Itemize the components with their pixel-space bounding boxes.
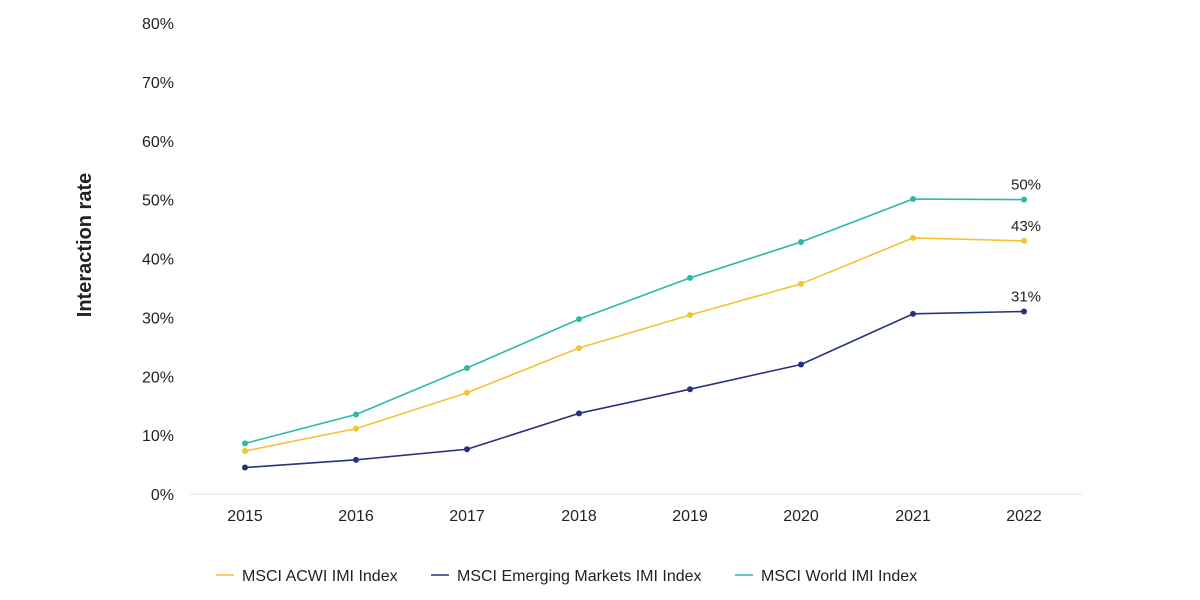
- data-point-msci-emerging-markets-imi-index-2019: [687, 386, 693, 393]
- data-point-msci-acwi-imi-index-2020: [798, 280, 804, 287]
- end-label-msci-world-imi-index: 50%: [1011, 177, 1041, 194]
- y-tick-label: 70%: [142, 75, 174, 92]
- legend-label: MSCI Emerging Markets IMI Index: [457, 568, 702, 585]
- legend-label: MSCI ACWI IMI Index: [242, 568, 398, 585]
- y-tick-label: 10%: [142, 428, 174, 445]
- data-point-msci-emerging-markets-imi-index-2022: [1021, 308, 1027, 315]
- data-point-msci-acwi-imi-index-2015: [242, 448, 248, 455]
- data-point-msci-emerging-markets-imi-index-2017: [464, 446, 470, 453]
- data-point-msci-world-imi-index-2015: [242, 440, 248, 447]
- x-tick-label: 2019: [672, 508, 708, 525]
- data-point-msci-world-imi-index-2017: [464, 365, 470, 372]
- data-point-msci-emerging-markets-imi-index-2020: [798, 361, 804, 368]
- data-point-msci-world-imi-index-2019: [687, 274, 693, 281]
- x-tick-label: 2017: [449, 508, 485, 525]
- x-tick-label: 2018: [561, 508, 597, 525]
- x-tick-label: 2021: [895, 508, 931, 525]
- data-point-msci-emerging-markets-imi-index-2015: [242, 464, 248, 471]
- data-point-msci-acwi-imi-index-2022: [1021, 237, 1027, 244]
- end-label-msci-acwi-imi-index: 43%: [1011, 218, 1041, 235]
- x-tick-label: 2022: [1006, 508, 1042, 525]
- data-point-msci-world-imi-index-2016: [353, 411, 359, 418]
- series-line-msci-world-imi-index: [244, 198, 1025, 445]
- data-point-msci-acwi-imi-index-2016: [353, 425, 359, 432]
- y-tick-label: 80%: [142, 16, 174, 33]
- series-line-msci-emerging-markets-imi-index: [244, 310, 1025, 469]
- data-point-msci-world-imi-index-2020: [798, 239, 804, 246]
- y-tick-label: 60%: [142, 134, 174, 151]
- y-tick-label: 0%: [151, 487, 174, 504]
- data-point-msci-emerging-markets-imi-index-2018: [576, 410, 582, 417]
- end-label-msci-emerging-markets-imi-index: 31%: [1011, 288, 1041, 305]
- data-point-msci-emerging-markets-imi-index-2021: [910, 310, 916, 317]
- y-tick-label: 20%: [142, 369, 174, 386]
- legend: MSCI ACWI IMI Index MSCI Emerging Markets…: [216, 568, 917, 585]
- legend-label: MSCI World IMI Index: [761, 568, 917, 585]
- data-point-msci-acwi-imi-index-2021: [910, 234, 916, 241]
- series-group: [242, 196, 1027, 471]
- y-tick-label: 40%: [142, 252, 174, 269]
- y-axis-ticks: 0% 10% 20% 30% 40% 50% 60% 70% 80%: [142, 16, 174, 504]
- x-axis-ticks: 2015 2016 2017 2018 2019 2020 2021 2022: [227, 508, 1042, 525]
- end-labels: 43% 31% 50%: [1011, 177, 1041, 306]
- y-axis-title: Interaction rate: [74, 173, 96, 317]
- data-point-msci-world-imi-index-2018: [576, 316, 582, 323]
- data-point-msci-acwi-imi-index-2019: [687, 312, 693, 319]
- x-tick-label: 2016: [338, 508, 374, 525]
- y-tick-label: 50%: [142, 193, 174, 210]
- y-tick-label: 30%: [142, 310, 174, 327]
- data-point-msci-world-imi-index-2021: [910, 196, 916, 203]
- data-point-msci-emerging-markets-imi-index-2016: [353, 456, 359, 463]
- x-tick-label: 2015: [227, 508, 263, 525]
- data-point-msci-acwi-imi-index-2017: [464, 389, 470, 396]
- data-point-msci-acwi-imi-index-2018: [576, 344, 582, 351]
- x-tick-label: 2020: [783, 508, 819, 525]
- series-line-msci-acwi-imi-index: [244, 237, 1025, 452]
- data-point-msci-world-imi-index-2022: [1021, 196, 1027, 203]
